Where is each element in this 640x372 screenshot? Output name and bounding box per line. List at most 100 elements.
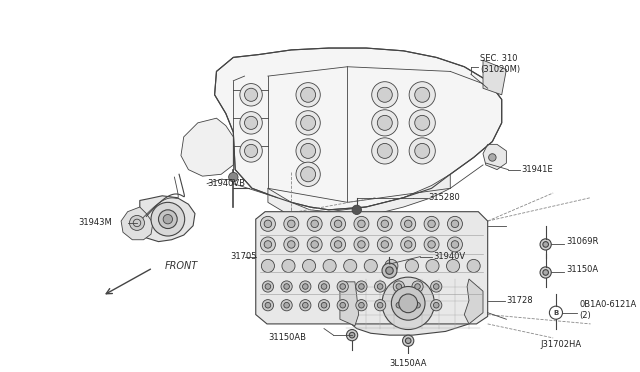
Polygon shape (483, 60, 506, 95)
Circle shape (386, 267, 393, 275)
Circle shape (433, 302, 439, 308)
Circle shape (319, 281, 330, 292)
Circle shape (284, 237, 299, 252)
Circle shape (391, 286, 425, 320)
Text: 31940V: 31940V (433, 252, 465, 261)
Circle shape (451, 241, 459, 248)
Circle shape (378, 284, 383, 289)
Circle shape (543, 270, 548, 275)
Circle shape (340, 284, 346, 289)
Circle shape (349, 332, 355, 338)
Text: 0B1A0-6121A
(2): 0B1A0-6121A (2) (579, 300, 637, 320)
Circle shape (374, 281, 386, 292)
Circle shape (378, 144, 392, 158)
Text: 31728: 31728 (506, 296, 533, 305)
Circle shape (240, 140, 262, 162)
Circle shape (356, 299, 367, 311)
Circle shape (321, 302, 327, 308)
Circle shape (284, 284, 289, 289)
Text: 31705: 31705 (230, 252, 257, 261)
Circle shape (431, 281, 442, 292)
Circle shape (228, 172, 238, 182)
Circle shape (346, 330, 358, 341)
Circle shape (396, 302, 402, 308)
Circle shape (424, 237, 439, 252)
Circle shape (296, 83, 320, 107)
Circle shape (378, 302, 383, 308)
Circle shape (399, 294, 417, 313)
Circle shape (129, 215, 145, 230)
Circle shape (301, 115, 316, 130)
Text: J31702HA: J31702HA (540, 340, 581, 349)
Text: SEC. 310
(31020M): SEC. 310 (31020M) (480, 54, 520, 74)
Polygon shape (340, 270, 486, 335)
Circle shape (262, 281, 273, 292)
Circle shape (364, 259, 378, 272)
Text: 31941E: 31941E (522, 165, 553, 174)
Circle shape (265, 302, 271, 308)
Circle shape (393, 299, 404, 311)
Circle shape (404, 220, 412, 228)
Circle shape (323, 259, 336, 272)
Circle shape (431, 299, 442, 311)
Circle shape (264, 241, 271, 248)
Text: FRONT: FRONT (165, 261, 198, 271)
Circle shape (287, 241, 295, 248)
Circle shape (447, 259, 460, 272)
Circle shape (415, 87, 429, 102)
Circle shape (334, 241, 342, 248)
Circle shape (488, 154, 496, 161)
Circle shape (282, 259, 295, 272)
Polygon shape (483, 144, 506, 170)
Circle shape (337, 281, 348, 292)
Circle shape (344, 259, 356, 272)
Circle shape (281, 299, 292, 311)
Circle shape (433, 284, 439, 289)
Circle shape (412, 281, 423, 292)
Circle shape (303, 302, 308, 308)
Circle shape (415, 144, 429, 158)
Circle shape (287, 220, 295, 228)
Circle shape (244, 88, 258, 101)
Circle shape (358, 220, 365, 228)
Polygon shape (464, 279, 483, 324)
Circle shape (244, 144, 258, 157)
Text: 31943M: 31943M (78, 218, 112, 227)
Polygon shape (268, 174, 451, 219)
Circle shape (307, 237, 322, 252)
Circle shape (240, 112, 262, 134)
Circle shape (378, 87, 392, 102)
Circle shape (301, 87, 316, 102)
Circle shape (265, 284, 271, 289)
Circle shape (409, 110, 435, 136)
Circle shape (151, 202, 185, 236)
Text: 315280: 315280 (429, 193, 461, 202)
Circle shape (385, 259, 398, 272)
Circle shape (260, 237, 275, 252)
Circle shape (337, 299, 348, 311)
Circle shape (415, 284, 420, 289)
Circle shape (447, 237, 463, 252)
Text: B: B (554, 310, 559, 316)
Circle shape (358, 284, 364, 289)
Circle shape (163, 215, 173, 224)
Circle shape (381, 220, 388, 228)
Circle shape (381, 241, 388, 248)
Text: 3L150AA: 3L150AA (390, 359, 427, 368)
Circle shape (396, 284, 402, 289)
Circle shape (307, 217, 322, 231)
Circle shape (378, 217, 392, 231)
Circle shape (303, 259, 316, 272)
Text: 31940VB: 31940VB (207, 179, 245, 188)
Circle shape (382, 277, 435, 330)
Circle shape (372, 110, 398, 136)
Circle shape (403, 335, 414, 346)
Circle shape (244, 116, 258, 129)
Circle shape (261, 259, 275, 272)
Circle shape (372, 82, 398, 108)
Circle shape (543, 242, 548, 247)
Circle shape (340, 302, 346, 308)
Circle shape (447, 217, 463, 231)
Polygon shape (340, 282, 358, 326)
Circle shape (159, 210, 177, 228)
